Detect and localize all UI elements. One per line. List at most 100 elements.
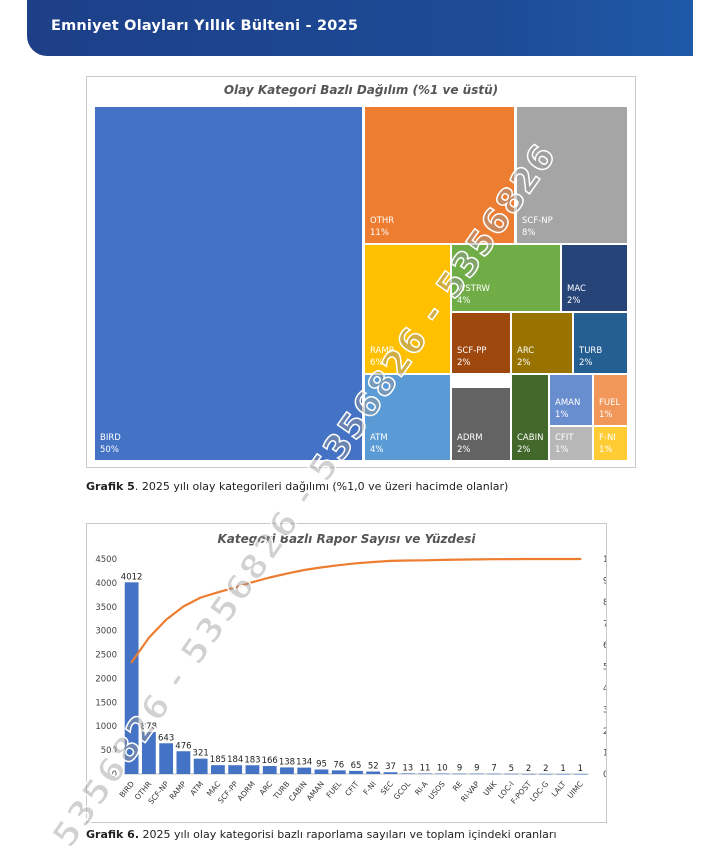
treemap-tile-label: TURB 2%: [579, 345, 602, 369]
tile-name: F-NI: [599, 433, 616, 443]
category-label: RAMP: [168, 779, 189, 801]
cumulative-percent-line: [130, 557, 582, 664]
tile-name: ATM: [370, 433, 388, 443]
bar-scf-pp: [228, 765, 243, 774]
bar-re: [452, 773, 467, 775]
tile-percent: 4%: [370, 445, 384, 455]
tile-name: FUEL: [599, 398, 621, 408]
treemap-tile-othr: OTHR 11%: [364, 106, 515, 244]
caption-grafik-6: Grafik 6. 2025 yılı olay kategorisi bazl…: [86, 828, 557, 841]
bar-turb: [280, 767, 294, 774]
y-tick-label: 3000: [95, 627, 117, 637]
y2-tick-label: 40%: [603, 684, 606, 694]
bar-othr: [141, 732, 156, 774]
bar-ramp: [176, 751, 191, 774]
bar-uimc: [573, 773, 588, 775]
bar-gcol: [400, 773, 415, 774]
treemap-tile-label: MAC 2%: [567, 283, 586, 307]
y-tick-label: 3500: [95, 603, 117, 613]
treemap-tile-wstrw: WSTRW 4%: [451, 244, 561, 312]
bar-scf-np: [159, 743, 174, 774]
category-label: CFIT: [343, 779, 361, 798]
caption-label: Grafik 6.: [86, 828, 140, 841]
bar-loc-i: [504, 773, 519, 775]
tile-name: SCF-PP: [457, 346, 487, 356]
treemap-tile-label: RAMP 6%: [370, 345, 394, 369]
bar-aman: [314, 769, 329, 774]
treemap-tile-cabin: CABIN 2%: [511, 374, 549, 461]
treemap-tile-label: WSTRW 4%: [457, 283, 490, 307]
category-label: FUEL: [324, 779, 343, 800]
category-label: RE: [451, 779, 464, 793]
tile-percent: 1%: [555, 410, 569, 420]
treemap-tile-label: CABIN 2%: [517, 432, 543, 456]
category-label: UIMC: [566, 780, 585, 801]
pareto-chart: Kategori Bazlı Rapor Sayısı ve Yüzdesi 0…: [86, 523, 607, 823]
data-label: 10: [437, 764, 448, 774]
y2-tick-label: 30%: [603, 706, 606, 716]
treemap-tile-scf-pp: SCF-PP 2%: [451, 312, 511, 374]
tile-percent: 4%: [457, 296, 471, 306]
data-label: 184: [227, 755, 243, 765]
y-tick-label: 1000: [95, 722, 117, 732]
treemap-tile-cfit: CFIT 1%: [549, 426, 593, 461]
data-label: 11: [420, 763, 431, 773]
bar-loc-g: [538, 773, 553, 775]
bar-mac: [211, 765, 225, 774]
bar-lalt: [556, 773, 571, 775]
y2-tick-label: 60%: [603, 641, 606, 651]
treemap-tile-label: ADRM 2%: [457, 432, 483, 456]
tile-name: OTHR: [370, 216, 395, 226]
treemap-tile-label: CFIT 1%: [555, 432, 574, 456]
caption-label: Grafik 5: [86, 480, 135, 493]
treemap-tile-fuel: FUEL 1%: [593, 374, 628, 426]
y-tick-label: 0: [112, 770, 117, 780]
treemap-tile-label: ATM 4%: [370, 432, 388, 456]
tile-name: ADRM: [457, 433, 483, 443]
treemap-title: Olay Kategori Bazlı Dağılım (%1 ve üstü): [223, 83, 499, 97]
data-label: 65: [351, 761, 362, 771]
data-label: 185: [210, 755, 226, 765]
pareto-plot: 0 500 1000 1500 2000 2500 3000 3500 4000 4500 0% 10…: [95, 555, 606, 806]
y-tick-label: 2000: [95, 674, 117, 684]
tile-percent: 8%: [522, 228, 536, 238]
tile-name: ARC: [517, 346, 535, 356]
pareto-title: Kategori Bazlı Rapor Sayısı ve Yüzdesi: [217, 532, 476, 546]
y-tick-label: 4000: [95, 579, 117, 589]
tile-percent: 2%: [517, 445, 531, 455]
caption-text: . 2025 yılı olay kategorileri dağılımı (…: [134, 480, 509, 493]
data-label: 643: [158, 733, 174, 743]
data-label: 95: [316, 759, 327, 769]
caption-grafik-5: Grafik 5. 2025 yılı olay kategorileri da…: [86, 480, 508, 493]
data-label: 134: [296, 758, 312, 768]
tile-percent: 1%: [599, 410, 613, 420]
tile-percent: 2%: [457, 445, 471, 455]
data-label: 321: [193, 749, 209, 759]
category-label: AMAN: [305, 780, 326, 803]
y2-tick-label: 0%: [603, 770, 606, 780]
data-label: 166: [262, 756, 278, 766]
category-label: CABIN: [287, 780, 309, 804]
data-label: 76: [333, 760, 344, 770]
bar-usos: [435, 773, 450, 775]
treemap-tile-label: SCF-NP 8%: [522, 215, 553, 239]
treemap-tile-turb: TURB 2%: [573, 312, 628, 374]
data-label: 7: [491, 764, 496, 774]
treemap-tile-arc: ARC 2%: [511, 312, 573, 374]
tile-name: CFIT: [555, 433, 574, 443]
tile-name: RAMP: [370, 346, 394, 356]
bar-cabin: [297, 767, 312, 774]
bar-ri-a: [418, 773, 432, 775]
treemap-tile-label: BIRD 50%: [100, 432, 121, 456]
treemap-tile-aman: AMAN 1%: [549, 374, 593, 426]
category-label: LOC-G: [528, 779, 550, 803]
tile-percent: 50%: [100, 445, 119, 455]
tile-name: WSTRW: [457, 284, 490, 294]
tile-percent: 1%: [555, 445, 569, 455]
tile-name: SCF-NP: [522, 216, 553, 226]
bar-cfit: [349, 770, 363, 774]
bar-fuel: [331, 770, 346, 774]
tile-name: MAC: [567, 284, 586, 294]
category-label: USOS: [426, 779, 446, 801]
data-label: 52: [368, 762, 379, 772]
